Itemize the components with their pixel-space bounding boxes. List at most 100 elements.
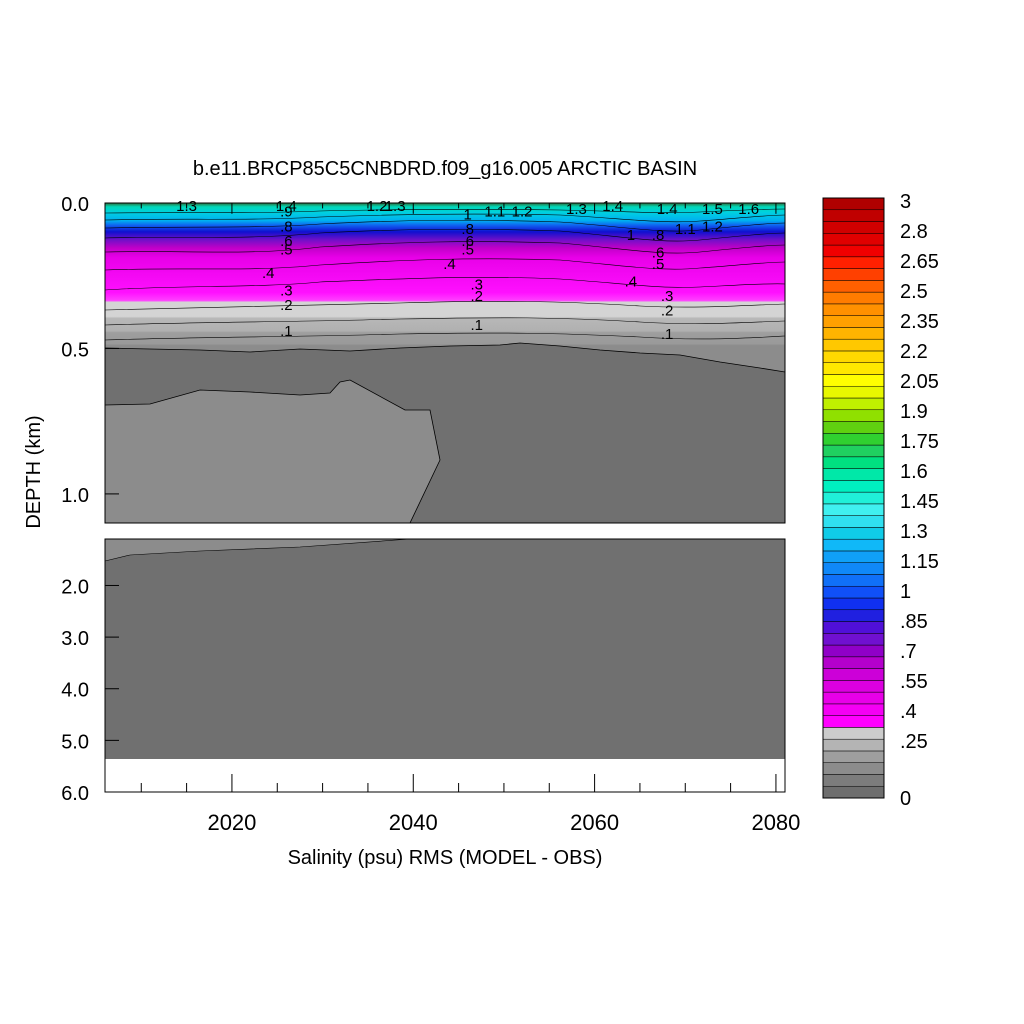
contour-label: 1.5 xyxy=(702,201,723,218)
colorbar-swatch xyxy=(822,421,885,434)
colorbar-swatch xyxy=(822,633,885,646)
contour-label: .5 xyxy=(280,242,293,259)
colorbar-swatch xyxy=(822,503,885,516)
colorbar-swatch xyxy=(822,409,885,422)
lower-panel-frame xyxy=(104,538,786,793)
lower-panel-field xyxy=(105,539,785,759)
contour-label: 1.1 xyxy=(484,204,505,221)
contour-label: 1 xyxy=(627,227,635,244)
contour-label: .9 xyxy=(280,204,293,221)
colorbar-swatch xyxy=(822,644,885,658)
colorbar-frame xyxy=(822,197,885,799)
colorbar-swatch xyxy=(822,585,885,599)
colorbar-swatch xyxy=(822,315,885,328)
colorbar-label: 2.2 xyxy=(900,341,928,363)
upper-panel xyxy=(105,203,785,523)
colorbar-label: .25 xyxy=(900,731,928,753)
y-tick-label: 6.0 xyxy=(61,783,89,805)
contour-label: .3 xyxy=(280,282,293,299)
colorbar-swatch xyxy=(822,385,885,399)
colorbar-swatch xyxy=(822,609,885,622)
colorbar-swatch xyxy=(822,562,885,575)
colorbar-swatch xyxy=(822,338,885,352)
y-axis-label: DEPTH (km) xyxy=(23,415,45,528)
colorbar-swatch xyxy=(822,621,885,634)
contour-label: .8 xyxy=(461,221,474,238)
colorbar-swatch xyxy=(822,280,885,293)
colorbar-label: 2.65 xyxy=(900,251,939,273)
contour-label: .4 xyxy=(443,256,456,273)
contour-line xyxy=(105,258,785,271)
contour-label: 1.3 xyxy=(566,201,587,218)
contour-line xyxy=(105,277,785,291)
y-tick-label: 0.5 xyxy=(61,339,89,361)
colorbar-swatch xyxy=(822,468,885,481)
contour-line xyxy=(105,208,785,214)
colorbar-swatch xyxy=(822,291,885,305)
y-axis-upper: 0.0 0.5 1.0 xyxy=(61,194,119,507)
colorbar-swatch xyxy=(822,209,885,222)
contour-line xyxy=(105,219,785,232)
colorbar-swatch xyxy=(822,691,885,705)
colorbar-swatch xyxy=(822,515,885,528)
colorbar xyxy=(822,197,885,799)
colorbar-swatch xyxy=(822,433,885,446)
contour-label: .5 xyxy=(652,256,665,273)
contour-label: 1.4 xyxy=(602,198,623,215)
colorbar-label: 1.45 xyxy=(900,491,939,513)
colorbar-swatch xyxy=(822,374,885,387)
colorbar-swatch xyxy=(822,362,885,375)
upper-deep-zero-region xyxy=(105,342,785,523)
colorbar-swatch xyxy=(822,397,885,411)
contour-label: 1.4 xyxy=(276,198,297,215)
y-axis-lower: 2.0 3.0 4.0 5.0 6.0 xyxy=(61,576,119,805)
colorbar-label: 3 xyxy=(900,191,911,213)
contour-line xyxy=(105,241,785,254)
colorbar-label: 1.6 xyxy=(900,461,928,483)
colorbar-swatch xyxy=(822,221,885,234)
colorbar-swatch xyxy=(822,444,885,458)
colorbar-label: 1.9 xyxy=(900,401,928,423)
colorbar-swatch xyxy=(822,785,885,799)
y-tick-label: 0.0 xyxy=(61,194,89,216)
x-tick-label: 2020 xyxy=(207,810,256,835)
colorbar-swatch xyxy=(822,350,885,363)
contour-label: .6 xyxy=(461,233,474,250)
contour-line xyxy=(105,301,785,311)
colorbar-swatch xyxy=(822,197,885,211)
contour-label: 1.2 xyxy=(367,198,388,215)
contour-labels: 1.3 1.4.9 1.21.31 1.1 1.2 1.3 1.4 1.4 1.5 1.61 1.1… xyxy=(176,198,759,343)
y-tick-label: 4.0 xyxy=(61,680,89,702)
contour-label: .3 xyxy=(661,288,674,305)
contour-label: 1.2 xyxy=(512,204,533,221)
chart-title: b.e11.BRCP85C5CNBDRD.f09_g16.005 ARCTIC … xyxy=(193,158,697,180)
upper-panel-frame xyxy=(104,202,786,524)
colorbar-swatch xyxy=(822,550,885,563)
colorbar-swatch xyxy=(822,244,885,258)
contour-label: .6 xyxy=(280,233,293,250)
colorbar-label: 1.15 xyxy=(900,551,939,573)
contour-label: .4 xyxy=(625,274,638,291)
contour-lines xyxy=(105,208,785,341)
colorbar-swatch xyxy=(822,233,885,246)
contour-label: .1 xyxy=(280,323,293,340)
x-tick-label: 2080 xyxy=(751,810,800,835)
colorbar-swatch xyxy=(822,456,885,469)
colorbar-swatch xyxy=(822,597,885,611)
y-tick-label: 3.0 xyxy=(61,628,89,650)
contour-label: .8 xyxy=(652,227,665,244)
contour-label: 1.3 xyxy=(176,198,197,215)
colorbar-label: .85 xyxy=(900,611,928,633)
x-axis: 2020 2040 2060 2080 xyxy=(140,203,800,835)
contour-line xyxy=(105,317,785,326)
y-tick-label: 1.0 xyxy=(61,485,89,507)
x-tick-label: 2060 xyxy=(570,810,619,835)
colorbar-swatch xyxy=(822,303,885,316)
colorbar-swatch xyxy=(822,762,885,775)
colorbar-swatch xyxy=(822,327,885,340)
colorbar-swatch xyxy=(822,538,885,552)
colorbar-swatch xyxy=(822,256,885,269)
colorbar-swatch xyxy=(822,668,885,681)
contour-label: 1 xyxy=(463,207,471,224)
